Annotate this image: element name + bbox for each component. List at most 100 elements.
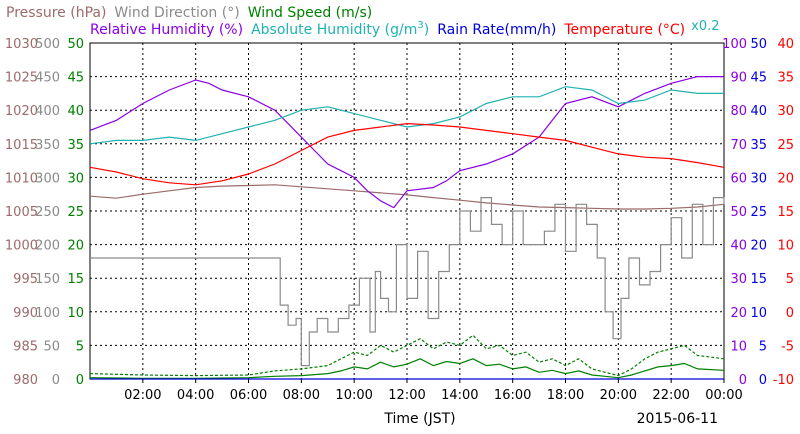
x-tick-label: 08:00 — [283, 388, 320, 403]
legend-entry: Relative Humidity (%) — [90, 22, 243, 38]
tick-label-rain-rate: 45 — [750, 71, 767, 86]
tick-label-wind-direction: 350 — [35, 138, 60, 153]
tick-label-temperature: 20 — [777, 171, 794, 186]
tick-label-humidity: 30 — [730, 272, 747, 287]
tick-label-humidity: 20 — [730, 306, 747, 321]
tick-label-wind-direction: 400 — [35, 104, 60, 119]
tick-label-rain-rate: 20 — [750, 239, 767, 254]
tick-label-temperature: 35 — [777, 71, 794, 86]
series-line-temperature-c — [89, 122, 725, 186]
tick-label-wind-speed: 30 — [67, 171, 84, 186]
tick-label-rain-rate: 40 — [750, 104, 767, 119]
tick-label-rain-rate: 5 — [759, 339, 767, 354]
legend-entry: Wind Direction (°) — [114, 5, 239, 21]
tick-label-temperature: -10 — [773, 373, 794, 388]
tick-label-pressure: 1005 — [5, 205, 38, 220]
tick-label-humidity: 70 — [730, 138, 747, 153]
tick-label-pressure: 1015 — [5, 138, 38, 153]
x-tick-label: 18:00 — [547, 388, 584, 403]
tick-label-wind-direction: 50 — [43, 339, 60, 354]
series-line-wind-speed-m-s — [89, 358, 725, 379]
legend: Pressure (hPa) Wind Direction (°) Wind Spe… — [6, 5, 720, 38]
x-tick-label: 00:00 — [705, 388, 742, 403]
x-tick-label: 20:00 — [600, 388, 637, 403]
tick-label-pressure: 980 — [13, 373, 38, 388]
tick-label-rain-rate: 0 — [759, 373, 767, 388]
series-line-absolute-humidity-g-m3 — [89, 86, 724, 145]
tick-label-pressure: 1025 — [5, 71, 38, 86]
tick-label-wind-speed: 15 — [67, 272, 84, 287]
x-tick-label: 22:00 — [652, 388, 689, 403]
tick-label-temperature: 30 — [777, 104, 794, 119]
tick-label-humidity: 10 — [730, 339, 747, 354]
tick-label-wind-speed: 10 — [67, 306, 84, 321]
tick-label-wind-direction: 500 — [35, 37, 60, 52]
tick-label-wind-direction: 0 — [52, 373, 60, 388]
tick-label-pressure: 995 — [13, 272, 38, 287]
tick-label-humidity: 40 — [730, 239, 747, 254]
tick-label-rain-rate: 15 — [750, 272, 767, 287]
tick-label-pressure: 1030 — [5, 37, 38, 52]
x-tick-label: 02:00 — [124, 388, 161, 403]
abs-humidity-scale-note: x0.2 — [691, 19, 719, 34]
x-tick-label: 06:00 — [230, 388, 267, 403]
legend-entry: Rain Rate(mm/h) — [437, 22, 556, 38]
tick-label-pressure: 990 — [13, 306, 38, 321]
tick-label-wind-speed: 0 — [76, 373, 84, 388]
tick-label-wind-speed: 50 — [67, 37, 84, 52]
x-tick-label: 14:00 — [441, 388, 478, 403]
series-line-relative-humidity — [89, 76, 724, 209]
tick-label-humidity: 0 — [739, 373, 747, 388]
x-tick-label: 10:00 — [335, 388, 372, 403]
tick-label-wind-direction: 150 — [35, 272, 60, 287]
legend-entry: Temperature (°C) — [563, 22, 685, 38]
tick-label-rain-rate: 10 — [750, 306, 767, 321]
legend-entry: Wind Speed (m/s) — [248, 5, 373, 21]
legend-entry: Pressure (hPa) — [6, 5, 106, 21]
right-axes: 0102030405060708090100051015202530354045… — [722, 37, 794, 388]
tick-label-wind-direction: 250 — [35, 205, 60, 220]
x-tick-label: 16:00 — [494, 388, 531, 403]
date-label: 2015-06-11 — [637, 411, 718, 427]
tick-label-wind-speed: 5 — [76, 339, 84, 354]
tick-label-wind-direction: 100 — [35, 306, 60, 321]
tick-label-pressure: 1020 — [5, 104, 38, 119]
tick-label-rain-rate: 25 — [750, 205, 767, 220]
tick-label-temperature: 0 — [786, 306, 794, 321]
tick-label-wind-speed: 45 — [67, 71, 84, 86]
left-axes: 9809859909951000100510101015102010251030… — [5, 37, 84, 388]
tick-label-pressure: 1000 — [5, 239, 38, 254]
tick-label-temperature: 15 — [777, 205, 794, 220]
tick-label-humidity: 60 — [730, 171, 747, 186]
x-axis-label: Time (JST) — [383, 411, 455, 427]
tick-label-rain-rate: 30 — [750, 171, 767, 186]
legend-entry: Absolute Humidity (g/m3) — [251, 20, 429, 38]
tick-label-wind-speed: 40 — [67, 104, 84, 119]
tick-label-wind-direction: 300 — [35, 171, 60, 186]
tick-label-wind-direction: 200 — [35, 239, 60, 254]
series-line-pressure-hpa — [89, 184, 725, 210]
tick-label-humidity: 50 — [730, 205, 747, 220]
x-tick-label: 12:00 — [388, 388, 425, 403]
tick-label-wind-speed: 35 — [67, 138, 84, 153]
tick-label-temperature: 40 — [777, 37, 794, 52]
tick-label-wind-speed: 20 — [67, 239, 84, 254]
tick-label-wind-speed: 25 — [67, 205, 84, 220]
tick-label-pressure: 1010 — [5, 171, 38, 186]
tick-label-temperature: -5 — [781, 339, 794, 354]
tick-label-rain-rate: 35 — [750, 138, 767, 153]
tick-label-humidity: 100 — [722, 37, 747, 52]
tick-label-temperature: 25 — [777, 138, 794, 153]
plot-grid — [90, 43, 724, 379]
tick-label-humidity: 80 — [730, 104, 747, 119]
tick-label-wind-direction: 450 — [35, 71, 60, 86]
tick-label-temperature: 10 — [777, 239, 794, 254]
tick-label-pressure: 985 — [13, 339, 38, 354]
x-tick-label: 04:00 — [177, 388, 214, 403]
tick-label-rain-rate: 50 — [750, 37, 767, 52]
tick-label-humidity: 90 — [730, 71, 747, 86]
x-axis-ticks: 02:00 04:00 06:00 08:00 10:00 12:00 14:00 16:00… — [124, 379, 743, 403]
tick-label-temperature: 5 — [786, 272, 794, 287]
series-line-wind-direction — [90, 197, 725, 367]
